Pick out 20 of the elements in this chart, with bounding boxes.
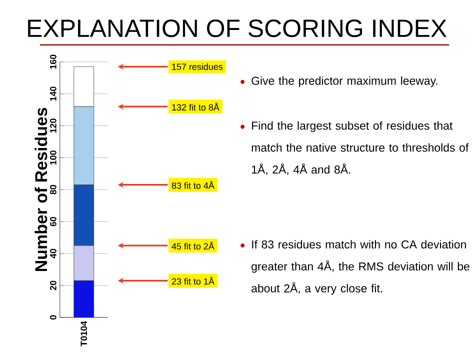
y-tick-label: 0 (50, 315, 56, 320)
text: 23 fit to 1Å (172, 276, 214, 284)
y-tick-label: 120 (50, 118, 56, 133)
y-tick-label: 100 (50, 150, 56, 164)
y-axis-title: Number of Residues (34, 108, 48, 271)
text: 83 fit to 4Å (172, 180, 214, 189)
x-tick-label: T0104 (80, 320, 88, 346)
y-tick-label: 140 (50, 86, 56, 101)
text: EXPLANATION OF SCORING INDEX (28, 19, 447, 38)
y-tick-label: 40 (50, 248, 56, 258)
y-tick-label: 80 (50, 184, 56, 194)
y-tick-label: 60 (50, 216, 56, 226)
text: If 83 residues match with no CA deviation greater than 4Å, the RMS deviation will be about 2Å, a very close fit. (252, 240, 470, 295)
text: 157 residues (172, 63, 223, 70)
y-tick-label: 160 (50, 54, 56, 69)
text: Give the predictor maximum leeway. (252, 76, 438, 87)
text: 45 fit to 2Å (172, 241, 214, 250)
text: 132 fit to 8Å (172, 102, 220, 110)
y-tick-label: 20 (50, 280, 56, 290)
text: Find the largest subset of residues that match the native structure to thresholds of 1Å, 2Å, 4Å and 8Å. (252, 121, 469, 175)
